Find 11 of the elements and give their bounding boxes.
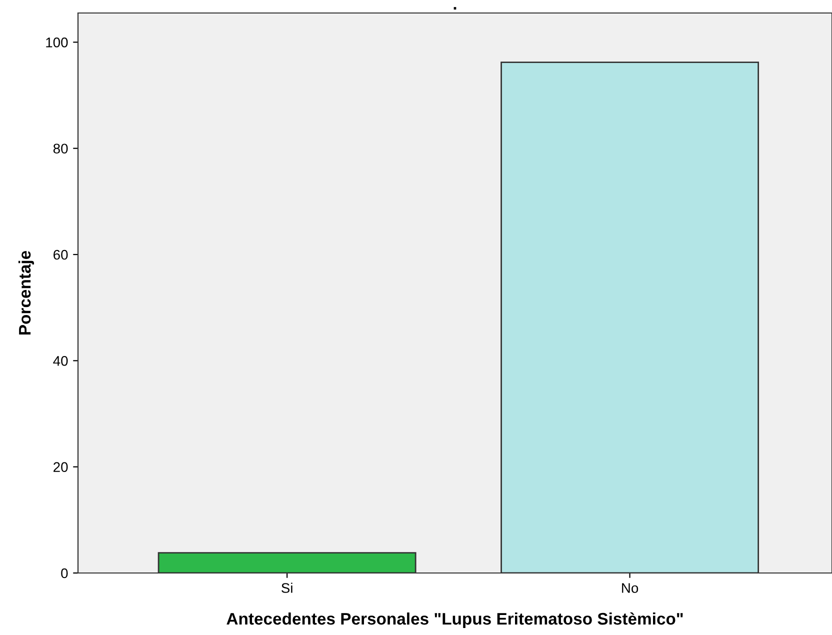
y-tick-label: 40: [53, 356, 68, 366]
y-axis-title: Porcentaje: [18, 250, 34, 334]
chart-title: .: [454, 7, 456, 10]
x-tick-label: No: [622, 583, 638, 593]
y-tick-label: 80: [53, 144, 68, 154]
x-axis-title: Antecedentes Personales "Lupus Eritematoso Sistèmico": [226, 612, 683, 628]
y-tick-label: 20: [54, 462, 68, 472]
y-tick-label: 100: [46, 38, 68, 48]
x-tick-label: Si: [282, 582, 292, 593]
y-tick-label: 60: [54, 250, 68, 260]
y-tick-label: 0: [61, 568, 68, 578]
